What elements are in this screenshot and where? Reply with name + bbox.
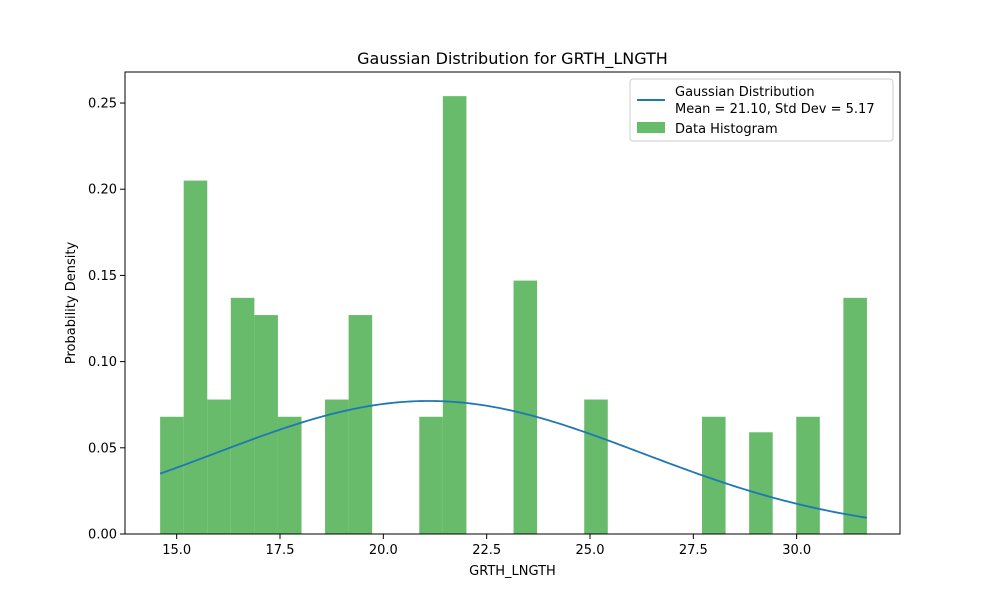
histogram-bar bbox=[513, 280, 538, 534]
x-tick-label: 17.5 bbox=[266, 543, 295, 558]
legend-gaussian-label-line1: Gaussian Distribution bbox=[675, 85, 815, 100]
y-tick-label: 0.25 bbox=[88, 97, 117, 112]
y-tick-label: 0.10 bbox=[88, 355, 117, 370]
x-axis-title: GRTH_LNGTH bbox=[469, 564, 556, 579]
histogram-bar bbox=[348, 315, 373, 534]
histogram-bar bbox=[843, 297, 867, 534]
gaussian-curve-layer bbox=[159, 400, 868, 519]
y-tick-label: 0.00 bbox=[88, 528, 117, 543]
legend-box bbox=[629, 78, 894, 142]
legend-gaussian-label-line2: Mean = 21.10, Std Dev = 5.17 bbox=[675, 102, 875, 117]
histogram-bar bbox=[325, 399, 349, 534]
histogram-bar bbox=[584, 399, 608, 534]
histogram-bar bbox=[702, 416, 726, 534]
histogram-bar bbox=[419, 416, 443, 534]
x-tick-label: 22.5 bbox=[472, 543, 501, 558]
y-axis-title: Probability Density bbox=[64, 242, 79, 365]
y-tick-label: 0.15 bbox=[88, 269, 117, 284]
histogram-bar bbox=[749, 432, 773, 534]
histogram-bar bbox=[160, 416, 184, 534]
plot-frame bbox=[124, 71, 901, 535]
x-tick-label: 15.0 bbox=[162, 543, 191, 558]
histogram-bar bbox=[183, 180, 208, 534]
legend-histogram-label: Data Histogram bbox=[675, 122, 778, 137]
histogram-bar bbox=[442, 96, 467, 534]
histogram-bar bbox=[796, 416, 820, 534]
histogram-bar bbox=[230, 297, 255, 534]
histogram-bar bbox=[277, 416, 302, 534]
histogram-bar bbox=[207, 399, 231, 534]
y-tick-label: 0.05 bbox=[88, 441, 117, 456]
x-tick-label: 25.0 bbox=[576, 543, 605, 558]
y-tick-label: 0.20 bbox=[88, 183, 117, 198]
gaussian-curve bbox=[159, 400, 868, 519]
legend: Gaussian Distribution Mean = 21.10, Std … bbox=[629, 78, 894, 142]
x-tick-label: 30.0 bbox=[782, 543, 811, 558]
x-tick-label: 27.5 bbox=[679, 543, 708, 558]
chart-title: Gaussian Distribution for GRTH_LNGTH bbox=[357, 49, 668, 69]
histogram-bars bbox=[160, 96, 867, 534]
x-tick-label: 20.0 bbox=[369, 543, 398, 558]
histogram-bar bbox=[254, 315, 278, 534]
x-axis: 15.0 17.5 20.0 22.5 25.0 27.5 30.0 bbox=[162, 534, 811, 558]
y-axis: 0.00 0.05 0.10 0.15 0.20 0.25 bbox=[88, 97, 125, 543]
legend-histogram-swatch bbox=[637, 122, 665, 133]
